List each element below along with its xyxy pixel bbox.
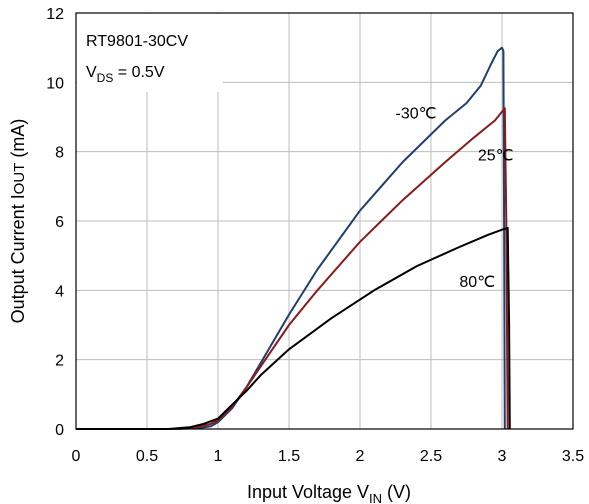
curve-label: 80℃ (459, 274, 495, 291)
y-tick-label: 4 (55, 283, 64, 300)
x-tick-label: 0.5 (136, 448, 158, 465)
x-tick-label: 3 (498, 448, 507, 465)
y-axis-title: Output Current IOUT (mA) (8, 119, 28, 324)
y-tick-label: 2 (55, 353, 64, 370)
x-tick-label: 3.5 (562, 448, 584, 465)
x-tick-label: 2.5 (420, 448, 442, 465)
curve-label: 25℃ (478, 147, 514, 164)
legend-box: RT9801-30CV VDS = 0.5V (77, 14, 223, 92)
plot-frame (75, 12, 574, 430)
y-tick-label: 8 (55, 145, 64, 162)
y-tick-label: 10 (46, 75, 64, 92)
curve-label: -30℃ (396, 106, 437, 123)
series (76, 46, 511, 430)
legend-device-label: RT9801-30CV (86, 33, 188, 50)
y-tick-label: 12 (46, 6, 64, 23)
y-tick-label: 0 (55, 422, 64, 439)
y-tick-labels: 0 2 4 6 8 10 12 (46, 6, 64, 439)
x-tick-labels: 0 0.5 1 1.5 2 2.5 3 3.5 (72, 448, 585, 465)
x-tick-label: 2 (356, 448, 365, 465)
x-tick-label: 1 (214, 448, 223, 465)
series-line (76, 226, 511, 430)
series-line (76, 107, 509, 430)
legend-vds-label: VDS = 0.5V (86, 64, 165, 85)
legend-box-frame (77, 14, 223, 92)
annotations: -30℃ 25℃ 80℃ (396, 106, 514, 291)
x-axis-title: Input Voltage VIN (V) (247, 482, 411, 504)
y-tick-label: 6 (55, 214, 64, 231)
series-line (76, 46, 506, 430)
x-tick-label: 0 (72, 448, 81, 465)
x-tick-label: 1.5 (278, 448, 300, 465)
